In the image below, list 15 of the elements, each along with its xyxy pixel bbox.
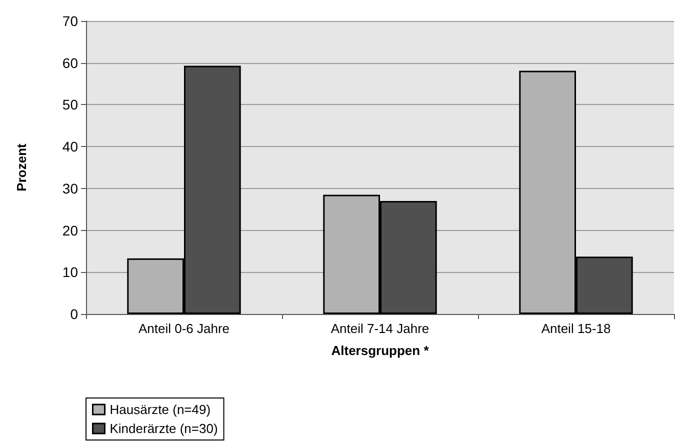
y-tick-label: 60: [62, 54, 78, 71]
x-tick-label: Anteil 0-6 Jahre: [138, 321, 230, 336]
y-tick-label: 40: [62, 138, 78, 155]
legend-label: Hausärzte (n=49): [110, 402, 211, 417]
y-axis-title: Prozent: [14, 142, 29, 192]
y-tick-label: 30: [62, 180, 78, 196]
y-tick-label: 50: [62, 96, 78, 113]
y-tick-label: 70: [62, 13, 78, 29]
x-axis-title: Altersgruppen *: [331, 343, 430, 358]
x-tick-label: Anteil 7-14 Jahre: [330, 321, 430, 336]
y-tick-label: 0: [70, 306, 78, 322]
y-tick-label: 20: [62, 222, 78, 238]
y-tick-label: 10: [62, 264, 78, 280]
legend-label: Kinderärzte (n=30): [110, 421, 218, 436]
x-tick-label: Anteil 15-18: [541, 321, 611, 336]
